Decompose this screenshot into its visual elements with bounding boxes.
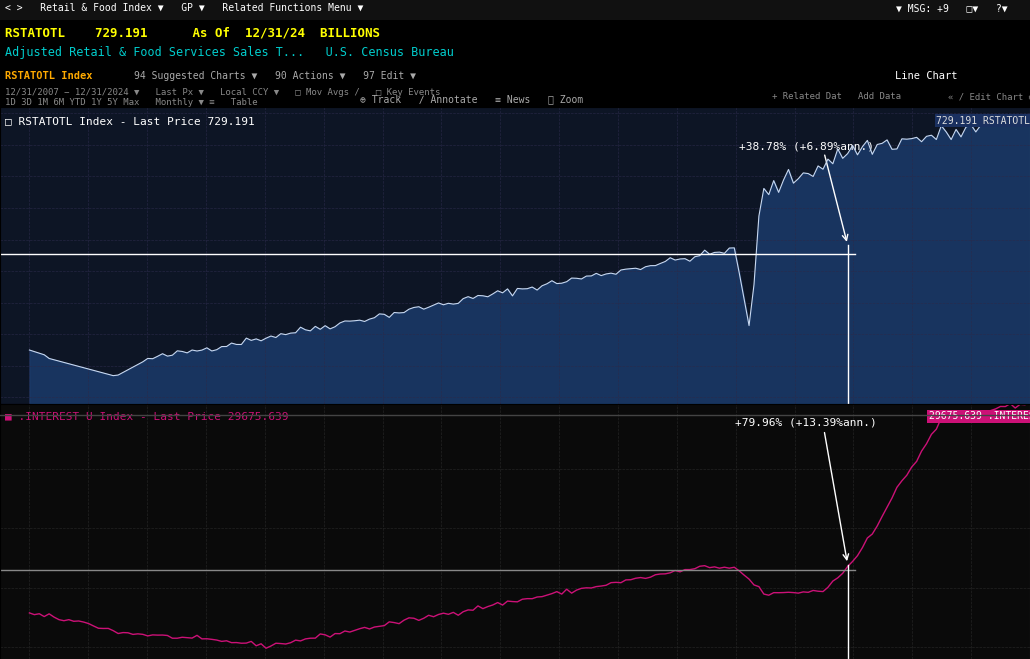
Text: Line Chart: Line Chart [895, 71, 958, 81]
Text: 29675.639 .INTEREST: 29675.639 .INTEREST [929, 411, 1030, 421]
Text: < >   Retail & Food Index ▼   GP ▼   Related Functions Menu ▼: < > Retail & Food Index ▼ GP ▼ Related F… [5, 3, 364, 13]
Text: 12/31/2007 − 12/31/2024 ▼   Last Px ▼   Local CCY ▼   □ Mov Avgs /   □ Key Event: 12/31/2007 − 12/31/2024 ▼ Last Px ▼ Loca… [5, 88, 441, 97]
Text: +79.96% (+13.39%ann.): +79.96% (+13.39%ann.) [735, 417, 878, 428]
Text: ■ .INTEREST U Index - Last Price 29675.639: ■ .INTEREST U Index - Last Price 29675.6… [5, 411, 288, 421]
Text: 94 Suggested Charts ▼   90 Actions ▼   97 Edit ▼: 94 Suggested Charts ▼ 90 Actions ▼ 97 Ed… [134, 71, 416, 81]
Text: 729.191 RSTATOTL: 729.191 RSTATOTL [936, 116, 1030, 126]
Text: RSTATOTL    729.191      As Of  12/31/24  BILLIONS: RSTATOTL 729.191 As Of 12/31/24 BILLIONS [5, 26, 380, 40]
Text: RSTATOTL Index: RSTATOTL Index [5, 71, 93, 81]
Text: Adjusted Retail & Food Services Sales T...   U.S. Census Bureau: Adjusted Retail & Food Services Sales T.… [5, 46, 454, 59]
Text: 1D 3D 1M 6M YTD 1Y 5Y Max   Monthly ▼ ≡   Table: 1D 3D 1M 6M YTD 1Y 5Y Max Monthly ▼ ≡ Ta… [5, 98, 258, 107]
Bar [0, 0, 1030, 20]
Text: ⊕ Track   ∕ Annotate   ≡ News   ⚲ Zoom: ⊕ Track ∕ Annotate ≡ News ⚲ Zoom [360, 94, 584, 104]
Text: □ RSTATOTL Index - Last Price 729.191: □ RSTATOTL Index - Last Price 729.191 [5, 116, 254, 126]
Text: +38.78% (+6.89%ann.): +38.78% (+6.89%ann.) [739, 141, 873, 151]
Text: + Related Dat   Add Data: + Related Dat Add Data [772, 92, 901, 101]
Text: ▼ MSG: +9   □▼   ?▼: ▼ MSG: +9 □▼ ?▼ [896, 3, 1007, 13]
Text: « / Edit Chart ⚙: « / Edit Chart ⚙ [948, 92, 1030, 101]
